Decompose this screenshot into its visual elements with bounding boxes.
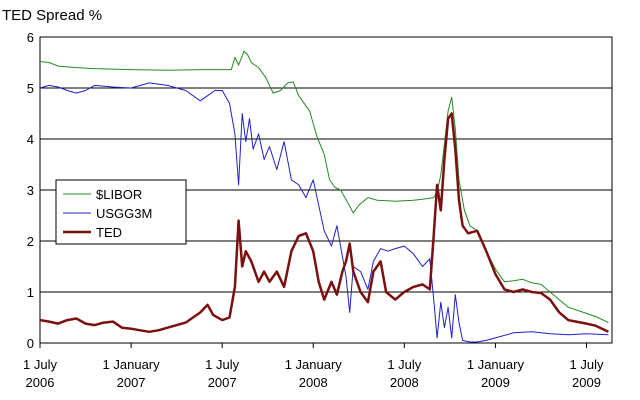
series-lines: [39, 50, 609, 343]
x-tick-label-line2: 2008: [299, 375, 328, 390]
series-line-ted: [39, 112, 609, 334]
x-tick-label-line2: 2009: [572, 375, 601, 390]
x-tick-label-line1: 1 July: [387, 357, 421, 372]
x-tick-label-line2: 2006: [26, 375, 55, 390]
chart-title: TED Spread %: [2, 7, 102, 24]
y-tick-label: 0: [27, 336, 34, 351]
y-axis: 0 1 2 3 4 5 6: [27, 30, 34, 351]
x-tick-label-line1: 1 July: [570, 357, 604, 372]
series-line-libor: [39, 50, 609, 324]
legend-label: TED: [96, 225, 122, 240]
legend: $LIBOR USGG3M TED: [55, 179, 187, 245]
y-tick-label: 1: [27, 285, 34, 300]
x-tick-label-line1: 1 January: [467, 357, 525, 372]
x-tick-label-line1: 1 January: [103, 357, 161, 372]
x-tick-label-line2: 2007: [208, 375, 237, 390]
x-tick-label-line1: 1 July: [23, 357, 57, 372]
x-tick-label-line2: 2008: [390, 375, 419, 390]
series-line-usgg3m: [39, 82, 609, 343]
x-tick-label-line1: 1 July: [205, 357, 239, 372]
legend-box: [55, 179, 187, 245]
x-axis: 1 July 2006 1 January 2007 1 July 2007 1 Janua…: [23, 343, 604, 390]
legend-label: USGG3M: [96, 206, 152, 221]
y-tick-label: 4: [27, 132, 34, 147]
y-tick-label: 6: [27, 30, 34, 45]
x-tick-label-line1: 1 January: [285, 357, 343, 372]
y-tick-label: 3: [27, 183, 34, 198]
x-tick-label-line2: 2009: [481, 375, 510, 390]
y-tick-label: 2: [27, 234, 34, 249]
x-tick-label-line2: 2007: [117, 375, 146, 390]
legend-label: $LIBOR: [96, 187, 142, 202]
y-tick-label: 5: [27, 81, 34, 96]
